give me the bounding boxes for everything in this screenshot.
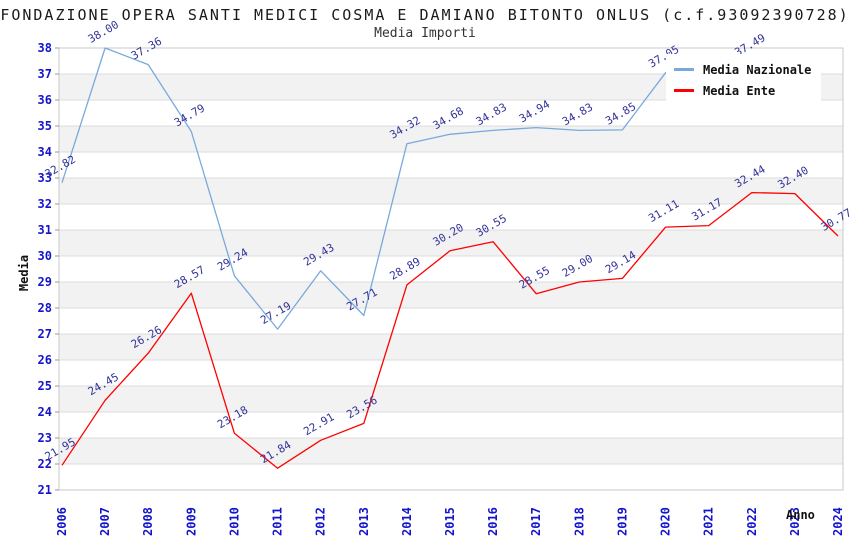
legend: Media Nazionale Media Ente xyxy=(666,54,822,106)
legend-item: Media Ente xyxy=(674,80,811,101)
grid-band xyxy=(59,230,843,256)
grid-band xyxy=(59,178,843,204)
x-tick-label: 2010 xyxy=(227,507,241,536)
x-tick-label: 2016 xyxy=(486,507,500,536)
series-line xyxy=(61,191,839,469)
legend-swatch-icon xyxy=(674,68,694,71)
y-tick-label: 33 xyxy=(38,171,52,185)
legend-item: Media Nazionale xyxy=(674,59,811,80)
y-tick-label: 36 xyxy=(38,93,52,107)
plot-border xyxy=(58,47,844,491)
grid-band xyxy=(59,334,843,360)
y-tick-label: 29 xyxy=(38,275,52,289)
grid-band xyxy=(59,386,843,412)
y-tick-label: 32 xyxy=(38,197,52,211)
x-tick-label: 2022 xyxy=(745,507,759,536)
chart-title: FONDAZIONE OPERA SANTI MEDICI COSMA E DA… xyxy=(0,6,850,24)
x-tick-label: 2008 xyxy=(141,507,155,536)
x-tick-label: 2023 xyxy=(788,507,802,536)
x-tick-label: 2014 xyxy=(400,507,414,536)
y-tick-label: 38 xyxy=(38,41,52,55)
y-tick-label: 24 xyxy=(38,405,52,419)
x-tick-label: 2018 xyxy=(572,507,586,536)
series-line xyxy=(61,47,752,330)
x-tick-label: 2012 xyxy=(314,507,328,536)
y-tick-label: 35 xyxy=(38,119,52,133)
y-tick-label: 22 xyxy=(38,457,52,471)
y-tick-label: 25 xyxy=(38,379,52,393)
y-tick-label: 28 xyxy=(38,301,52,315)
y-axis-title: Media xyxy=(17,254,31,292)
grid-band xyxy=(59,126,843,152)
grid-band xyxy=(59,282,843,308)
legend-item-label: Media Ente xyxy=(703,83,776,98)
x-tick-label: 2015 xyxy=(443,507,457,536)
x-tick-label: 2024 xyxy=(831,507,845,536)
y-tick-label: 27 xyxy=(38,327,52,341)
chart-subtitle: Media Importi xyxy=(374,26,476,41)
x-tick-label: 2021 xyxy=(702,507,716,536)
x-tick-label: 2020 xyxy=(659,507,673,536)
x-tick-label: 2019 xyxy=(615,507,629,536)
x-axis-title: Anno xyxy=(786,508,815,522)
y-tick-label: 26 xyxy=(38,353,52,367)
grid-band xyxy=(59,438,843,464)
x-tick-label: 2007 xyxy=(98,507,112,536)
x-tick-label: 2017 xyxy=(529,507,543,536)
legend-swatch-icon xyxy=(674,89,694,92)
y-tick-label: 23 xyxy=(38,431,52,445)
legend-item-label: Media Nazionale xyxy=(703,62,812,77)
y-tick-label: 34 xyxy=(38,145,52,159)
y-tick-label: 31 xyxy=(38,223,52,237)
x-tick-label: 2013 xyxy=(357,507,371,536)
x-tick-label: 2006 xyxy=(55,507,69,536)
y-tick-label: 30 xyxy=(38,249,52,263)
y-tick-label: 37 xyxy=(38,67,52,81)
x-tick-label: 2011 xyxy=(271,507,285,536)
y-tick-label: 21 xyxy=(38,483,52,497)
x-tick-label: 2009 xyxy=(184,507,198,536)
